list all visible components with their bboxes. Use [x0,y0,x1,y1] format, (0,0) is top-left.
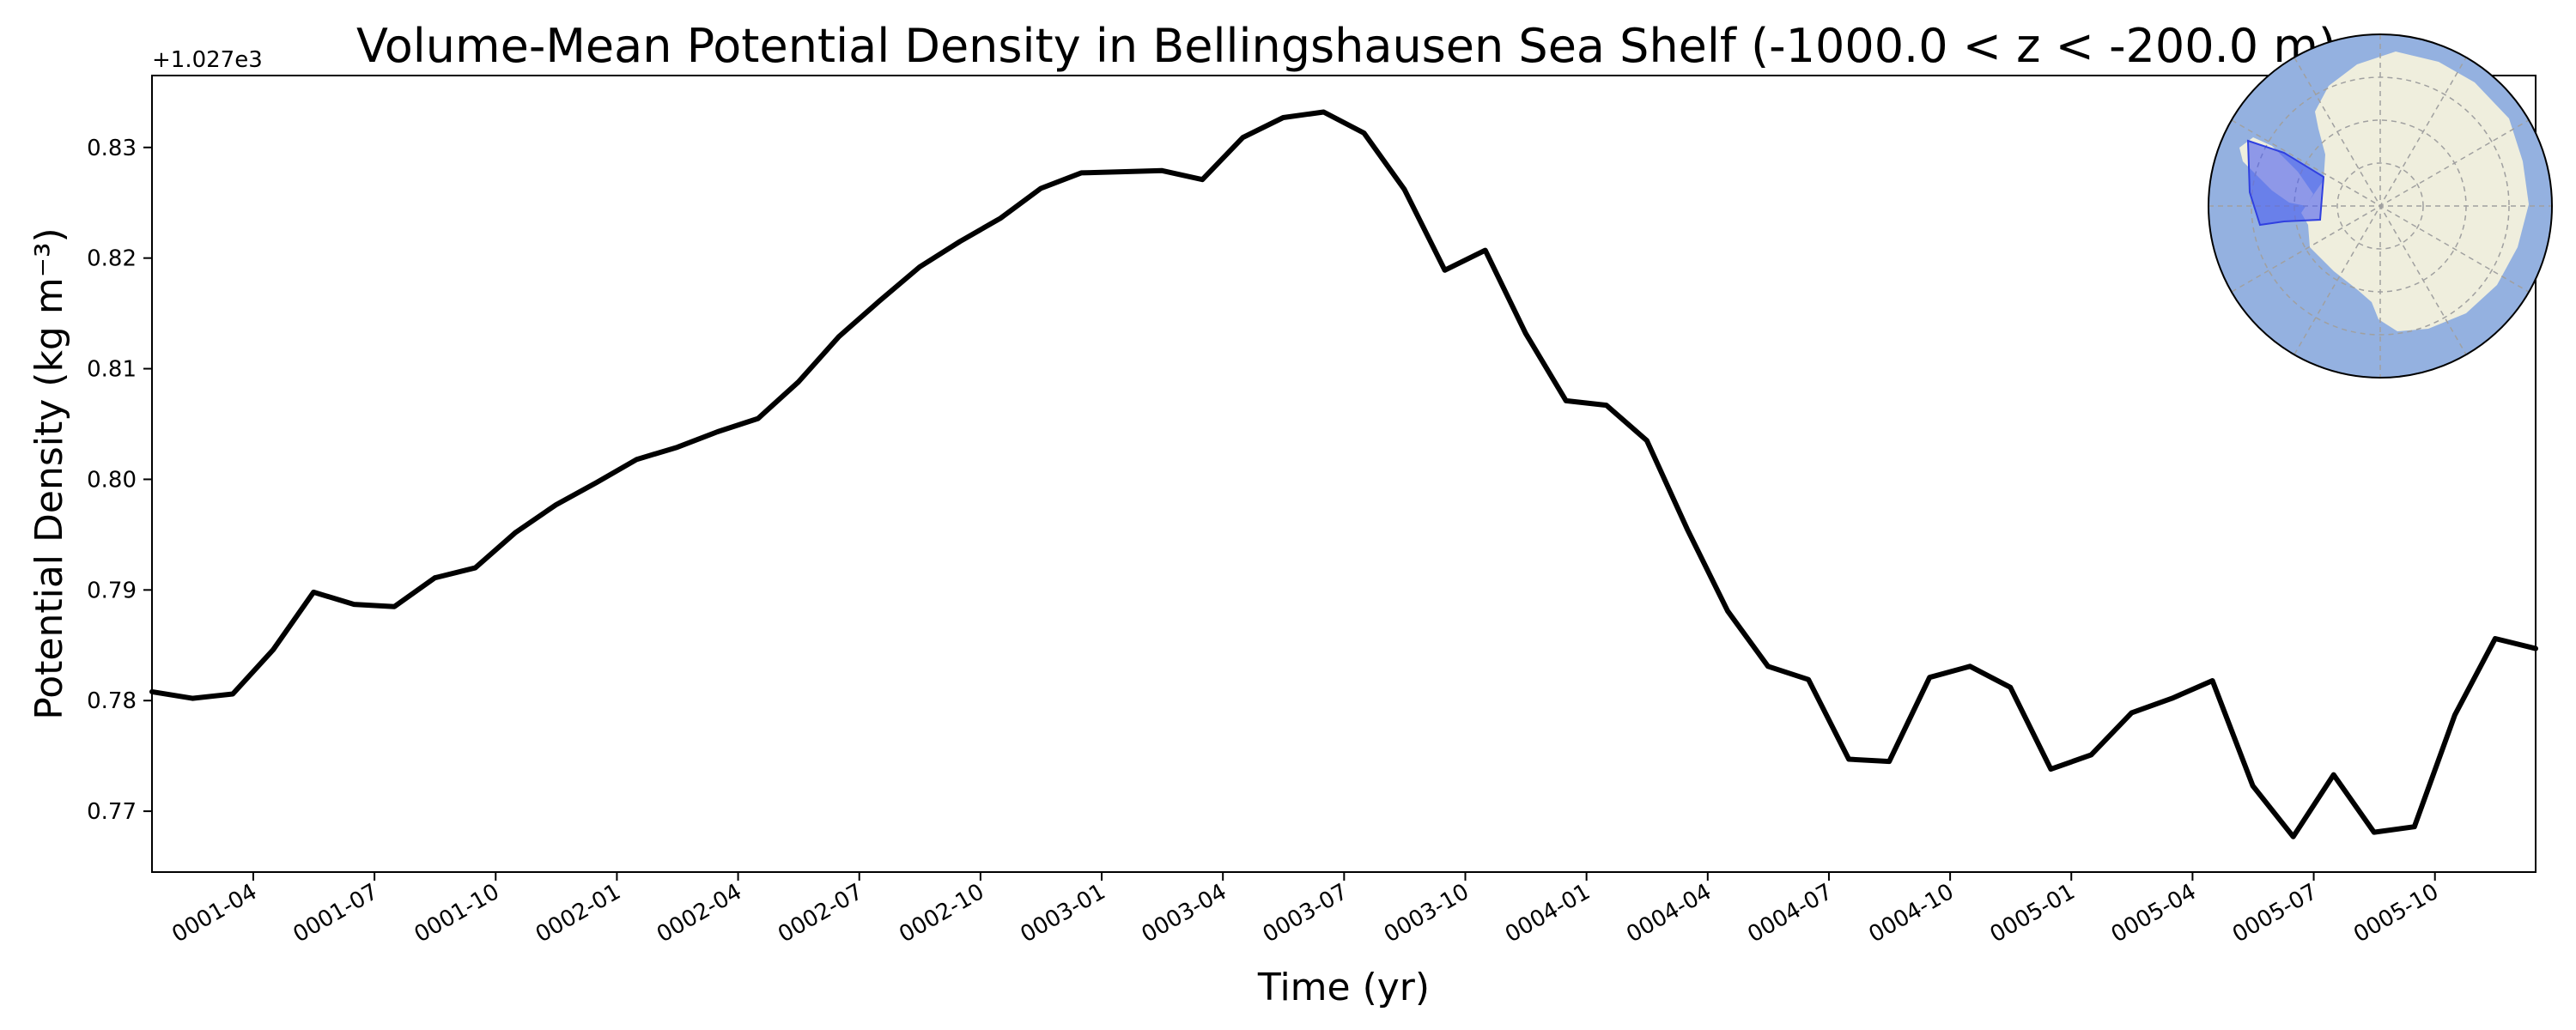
y-tick-label: 0.83 [87,136,137,161]
plot-frame [151,75,2537,873]
bellingshausen-sea-region [2246,139,2325,227]
y-tick-label: 0.80 [87,467,137,493]
y-tick-label: 0.82 [87,246,137,272]
x-axis-label: Time (yr) [1257,966,1430,1009]
y-tick-label: 0.77 [87,799,137,825]
y-offset-label: +1.027e3 [152,47,263,73]
y-tick-label: 0.81 [87,357,137,383]
series-line [149,109,2538,839]
y-axis: 0.77 0.78 0.79 0.80 0.81 0.82 0.83 [87,136,152,825]
antarctica-landmass [2301,52,2529,331]
map-border [2208,33,2553,379]
inset-map [2208,33,2553,379]
chart-title: Volume-Mean Potential Density in Belling… [356,19,2336,73]
y-tick-label: 0.79 [87,578,137,603]
y-axis-label: Potential Density (kg m⁻³) [27,227,71,719]
y-tick-label: 0.78 [87,688,137,714]
